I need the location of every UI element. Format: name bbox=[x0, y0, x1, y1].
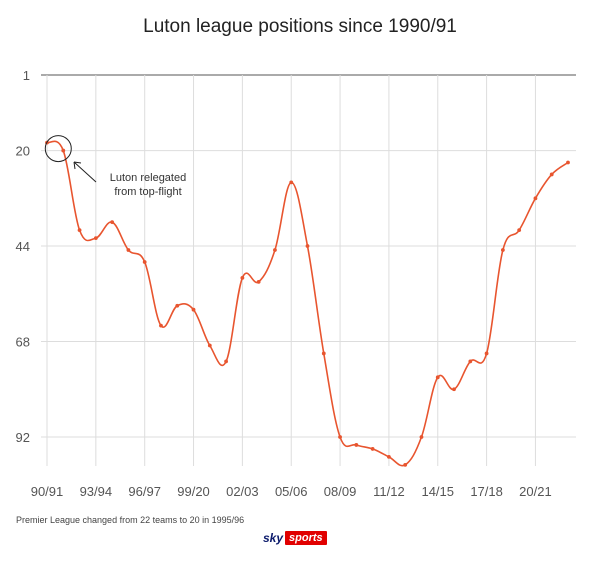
y-tick-label: 20 bbox=[16, 144, 30, 159]
x-tick-label: 11/12 bbox=[373, 484, 405, 499]
data-point bbox=[338, 435, 342, 439]
data-point bbox=[207, 343, 212, 348]
x-tick-label: 02/03 bbox=[226, 484, 259, 499]
data-point bbox=[93, 236, 98, 240]
annotation-arrow bbox=[73, 161, 97, 183]
data-point bbox=[77, 228, 82, 233]
data-point bbox=[175, 303, 180, 308]
annotation-text: Luton relegated bbox=[110, 172, 186, 184]
data-point bbox=[566, 160, 570, 165]
data-point bbox=[419, 435, 424, 439]
y-axis-ticks: 1 20 44 68 92 bbox=[16, 68, 30, 445]
annotation-text: from top-flight bbox=[114, 186, 181, 198]
data-point bbox=[191, 307, 196, 312]
data-point bbox=[273, 248, 277, 252]
x-tick-label: 14/15 bbox=[421, 484, 454, 499]
data-point bbox=[61, 148, 66, 153]
grid-lines bbox=[41, 74, 576, 466]
x-tick-label: 90/91 bbox=[31, 484, 64, 499]
data-point bbox=[240, 275, 245, 280]
x-tick-label: 20/21 bbox=[519, 484, 552, 499]
line-chart: 1 20 44 68 92 90/91 93/94 96/97 99/20 02/03 05/06… bbox=[16, 68, 576, 499]
annotation-arrowhead bbox=[73, 161, 82, 170]
data-point bbox=[354, 443, 359, 447]
annotation-group: Luton relegated from top-flight bbox=[44, 135, 186, 198]
x-tick-label: 17/18 bbox=[470, 484, 503, 499]
data-point bbox=[142, 260, 147, 264]
data-point bbox=[321, 351, 326, 356]
data-point bbox=[256, 279, 261, 284]
x-axis-ticks: 90/91 93/94 96/97 99/20 02/03 05/06 08/09 11/12… bbox=[31, 484, 552, 499]
sky-sports-logo: sky sports bbox=[263, 531, 327, 545]
data-point bbox=[387, 454, 391, 459]
data-point bbox=[224, 359, 228, 364]
y-tick-label: 68 bbox=[16, 335, 30, 350]
footnote: Premier League changed from 22 teams to … bbox=[16, 515, 245, 525]
data-point bbox=[159, 323, 163, 328]
logo-sports-text: sports bbox=[285, 531, 327, 545]
data-point bbox=[468, 359, 473, 364]
data-point bbox=[452, 387, 456, 392]
data-point bbox=[484, 351, 489, 356]
data-point bbox=[289, 180, 294, 185]
y-tick-label: 92 bbox=[16, 430, 30, 445]
chart-title: Luton league positions since 1990/91 bbox=[143, 16, 457, 37]
annotation-circle bbox=[44, 135, 72, 163]
x-tick-label: 05/06 bbox=[275, 484, 308, 499]
x-tick-label: 99/20 bbox=[177, 484, 210, 499]
series-group bbox=[45, 140, 570, 467]
data-point bbox=[370, 447, 375, 451]
data-point bbox=[435, 375, 440, 380]
data-point bbox=[110, 220, 115, 225]
x-tick-label: 08/09 bbox=[324, 484, 357, 499]
data-point bbox=[549, 172, 554, 177]
data-point bbox=[517, 228, 522, 233]
logo-sky-text: sky bbox=[263, 531, 284, 545]
y-tick-label: 1 bbox=[23, 68, 30, 83]
data-point bbox=[126, 248, 131, 252]
x-tick-label: 93/94 bbox=[80, 484, 113, 499]
data-point bbox=[500, 248, 505, 252]
data-point bbox=[305, 244, 310, 248]
data-point bbox=[403, 462, 408, 467]
x-tick-label: 96/97 bbox=[128, 484, 161, 499]
y-tick-label: 44 bbox=[16, 239, 30, 254]
data-point bbox=[533, 196, 538, 201]
